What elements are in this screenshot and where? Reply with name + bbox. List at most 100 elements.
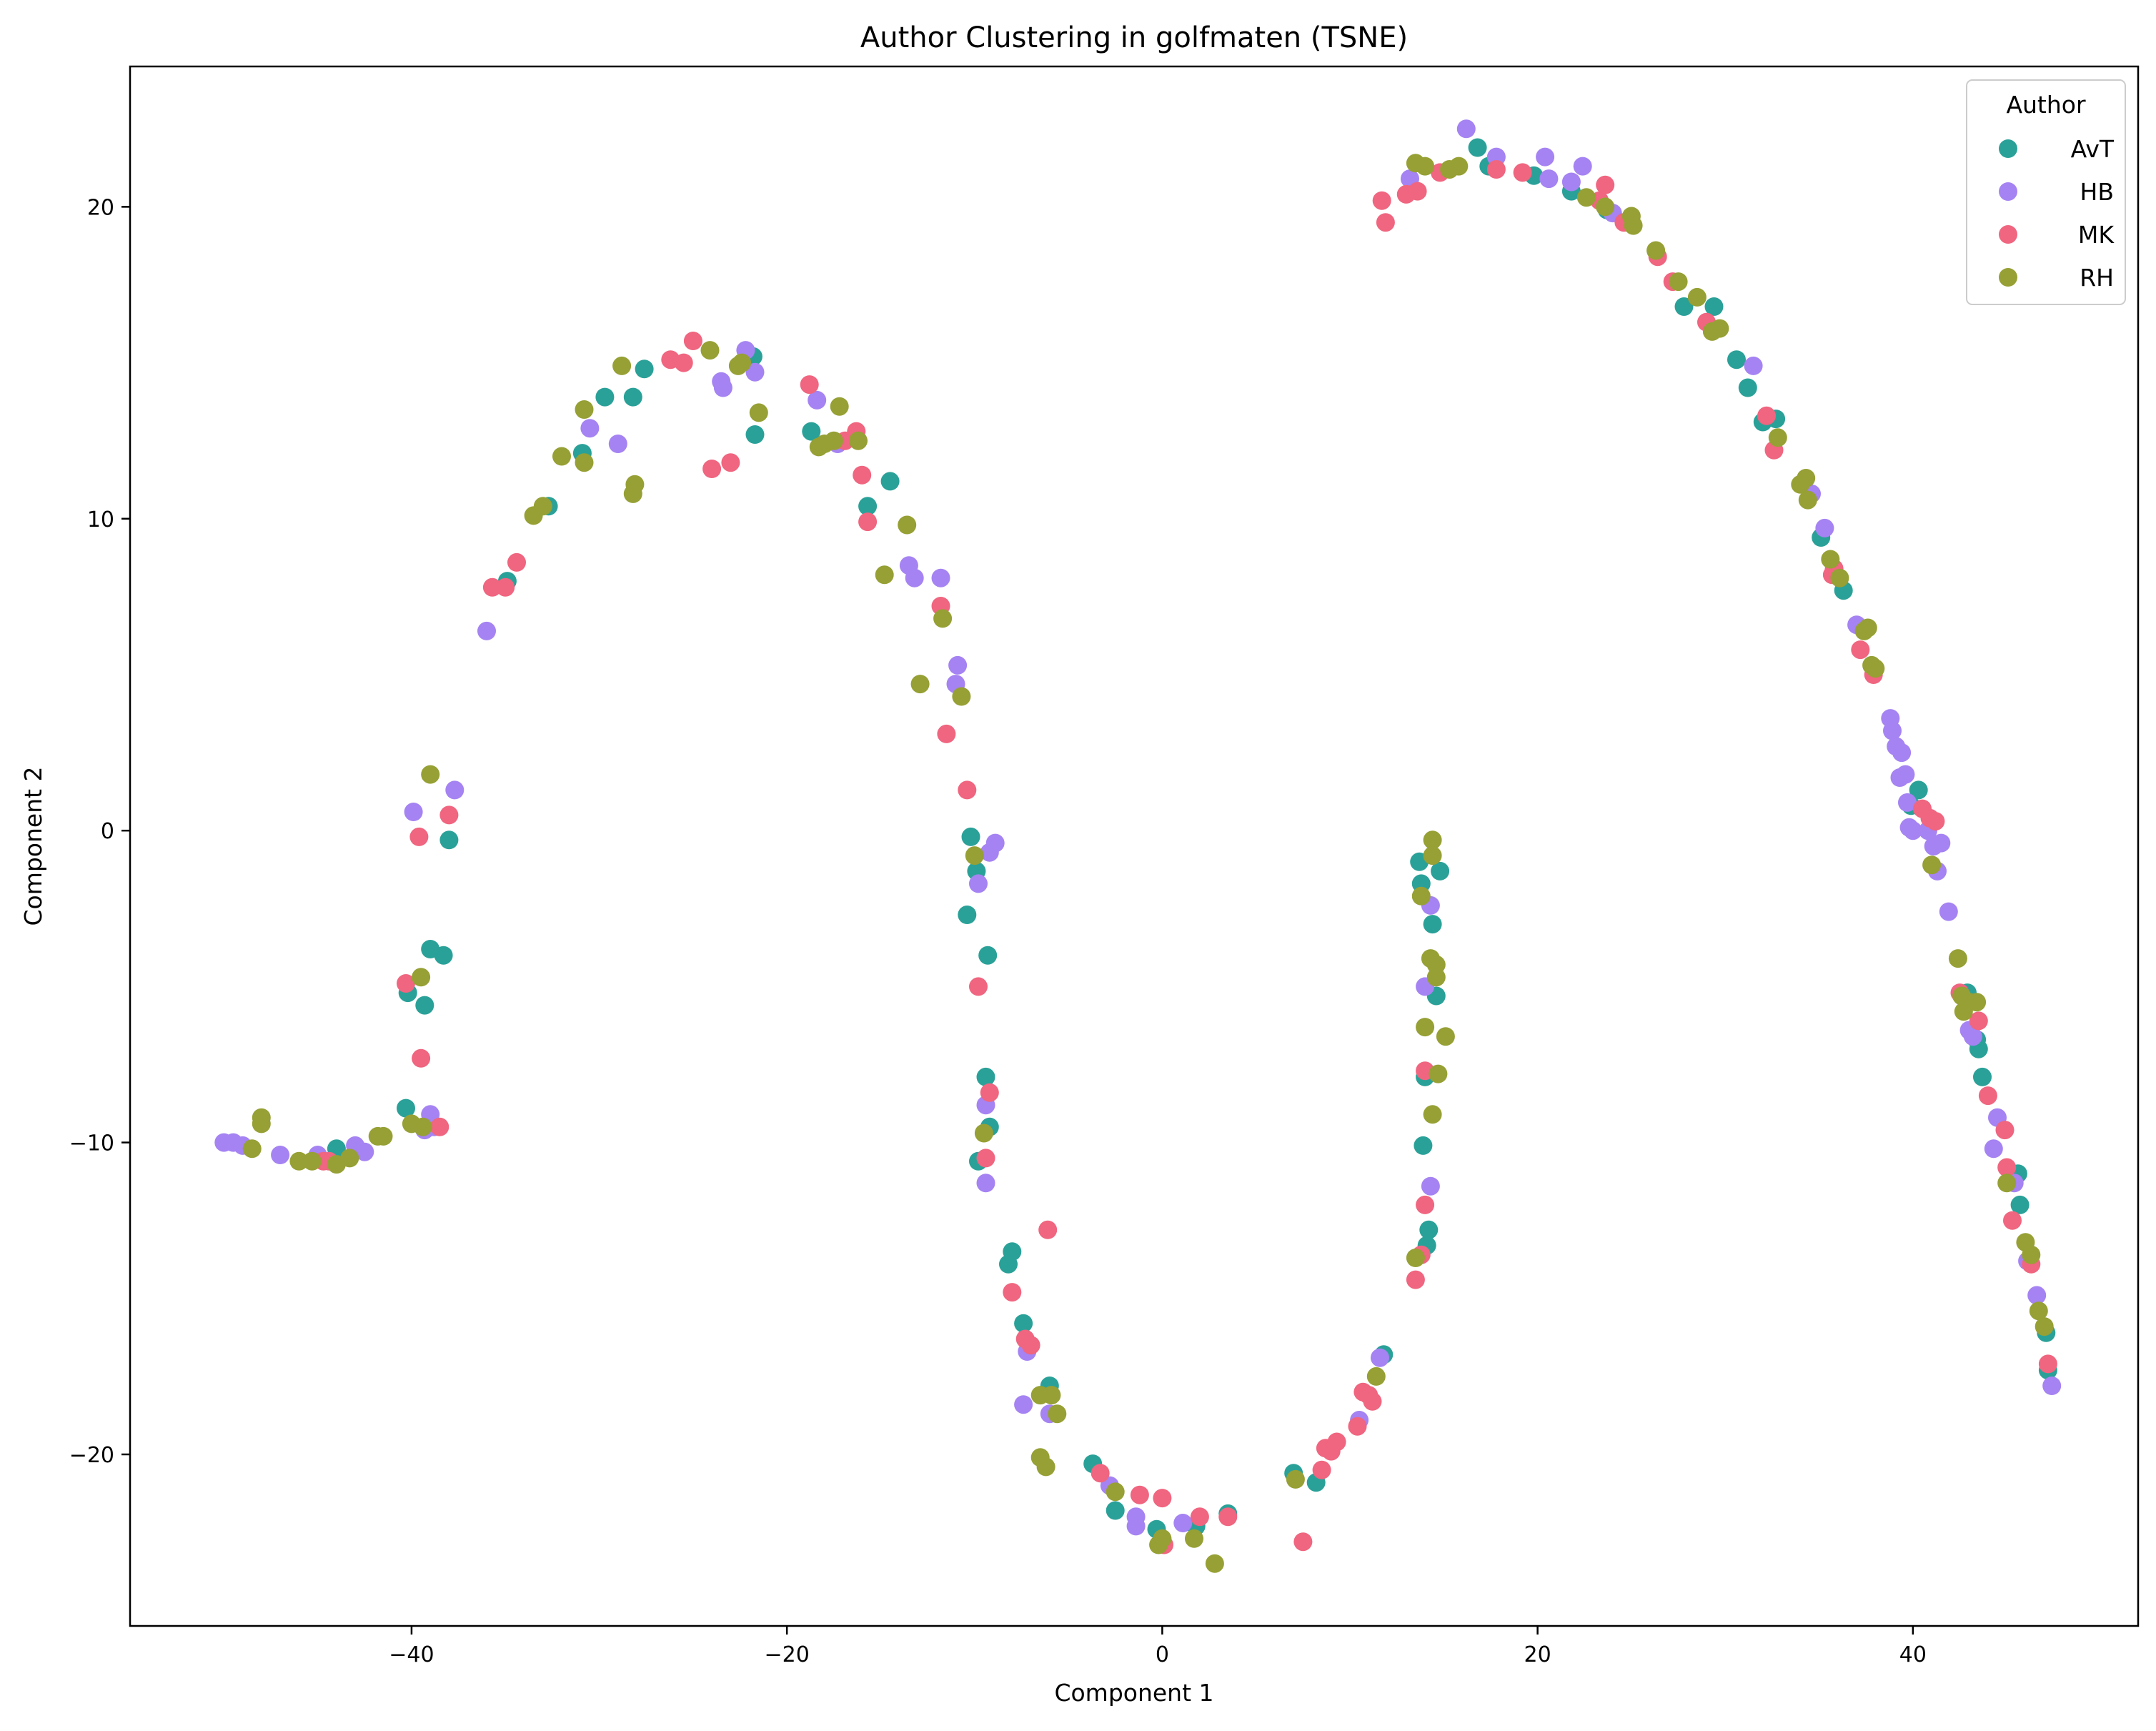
data-point [1830, 568, 1849, 587]
data-point [965, 846, 984, 866]
data-point [683, 332, 702, 350]
data-point [1815, 518, 1834, 537]
data-point [2027, 1286, 2047, 1305]
data-point [412, 968, 431, 987]
data-point [721, 453, 740, 472]
data-point [397, 1098, 415, 1118]
x-tick-label: 0 [1156, 1642, 1169, 1667]
data-point [969, 977, 988, 996]
data-point [1995, 1121, 2015, 1140]
legend-label-hb: HB [2080, 178, 2114, 206]
data-point [702, 460, 722, 478]
data-point [976, 1149, 995, 1168]
data-point [1327, 1432, 1346, 1452]
data-point [2035, 1317, 2054, 1336]
data-point [1967, 993, 1987, 1012]
data-point [1048, 1404, 1067, 1424]
data-point [948, 655, 968, 675]
data-point [853, 465, 872, 485]
data-point [1419, 1220, 1439, 1239]
legend-box [1966, 79, 2126, 305]
data-point [2003, 1211, 2022, 1230]
legend-marker-mk [1999, 225, 2017, 244]
data-point [439, 830, 459, 850]
data-point [849, 431, 868, 450]
data-point [482, 577, 502, 597]
data-point [2038, 1354, 2057, 1374]
data-point [1436, 1027, 1455, 1046]
data-point [1376, 213, 1395, 232]
data-point [1997, 1158, 2017, 1177]
data-point [374, 1126, 393, 1146]
data-point [1021, 1336, 1040, 1355]
data-point [2029, 1301, 2048, 1321]
data-point [1939, 902, 1958, 921]
data-point [1423, 1105, 1442, 1124]
data-point [958, 906, 977, 924]
data-point [1091, 1464, 1110, 1483]
data-point [2010, 1195, 2030, 1214]
data-point [1423, 846, 1442, 866]
data-point [575, 400, 594, 419]
data-point [1883, 721, 1902, 740]
data-point [1932, 833, 1951, 853]
data-point [1416, 1195, 1435, 1214]
data-point [1416, 157, 1435, 176]
data-point [1687, 287, 1707, 307]
data-point [413, 1117, 432, 1136]
data-point [931, 568, 950, 587]
data-point [271, 1146, 290, 1164]
data-point [1106, 1501, 1125, 1520]
data-point [1003, 1242, 1022, 1261]
data-point [1536, 147, 1555, 167]
data-point [404, 803, 423, 821]
data-point [1421, 1176, 1440, 1196]
data-point [1573, 157, 1592, 176]
y-tick-label: 0 [101, 819, 114, 844]
data-point [1851, 640, 1870, 660]
data-point [1922, 855, 1942, 875]
data-point [1036, 1457, 1055, 1477]
chart-title: Author Clustering in golfmaten (TSNE) [860, 21, 1408, 54]
data-point [974, 1124, 993, 1143]
data-point [421, 765, 440, 784]
data-point [980, 1083, 999, 1102]
data-point [802, 422, 821, 441]
data-point [2022, 1245, 2041, 1264]
data-point [858, 497, 878, 516]
data-point [1185, 1529, 1203, 1548]
data-point [575, 453, 594, 472]
data-point [1205, 1554, 1224, 1573]
data-point [1449, 157, 1469, 176]
data-point [434, 946, 453, 965]
data-point [302, 1151, 322, 1171]
data-point [1596, 197, 1615, 217]
y-tick-label: 20 [87, 195, 114, 220]
data-point [1363, 1392, 1382, 1411]
data-point [1978, 1086, 1997, 1106]
data-point [1973, 1067, 1992, 1086]
data-point [1896, 765, 1915, 784]
data-point [1106, 1482, 1125, 1502]
data-point [824, 431, 843, 450]
ticks-layer: −40 −20 0 20 40 −20 −10 0 10 20 [69, 195, 1927, 1667]
legend-marker-avt [1999, 139, 2017, 158]
data-point [1014, 1314, 1033, 1333]
data-point [1153, 1489, 1172, 1508]
data-point [1038, 1220, 1058, 1239]
data-point [1738, 378, 1757, 397]
data-point [623, 387, 642, 407]
data-point [1426, 968, 1446, 987]
data-point [976, 1174, 995, 1193]
data-point [1130, 1485, 1149, 1504]
data-point [969, 874, 988, 893]
data-point [477, 621, 496, 640]
data-point [1866, 659, 1885, 678]
data-point [507, 552, 526, 572]
data-point [1858, 618, 1877, 638]
data-point [1797, 469, 1816, 487]
data-point [625, 475, 645, 494]
data-point [445, 780, 465, 800]
data-point [1411, 886, 1431, 906]
data-point [933, 609, 953, 628]
